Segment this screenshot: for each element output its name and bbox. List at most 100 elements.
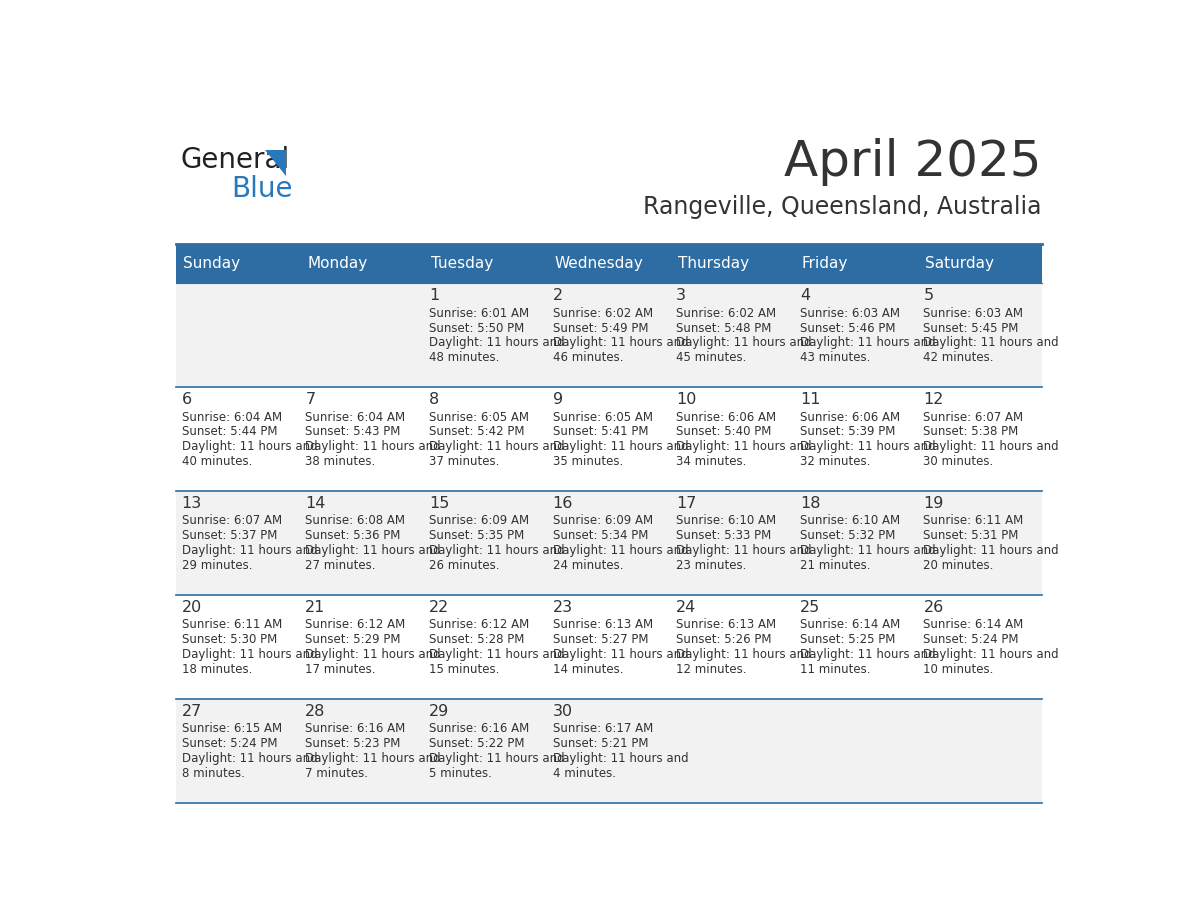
Text: Sunset: 5:40 PM: Sunset: 5:40 PM: [676, 425, 771, 439]
Text: 7: 7: [305, 392, 315, 408]
Bar: [423, 491, 546, 595]
Text: Sunrise: 6:10 AM: Sunrise: 6:10 AM: [676, 514, 776, 528]
Text: Daylight: 11 hours and: Daylight: 11 hours and: [552, 544, 688, 557]
Bar: [299, 284, 423, 387]
Text: 5 minutes.: 5 minutes.: [429, 767, 492, 779]
Text: General: General: [181, 145, 290, 174]
Text: Sunset: 5:24 PM: Sunset: 5:24 PM: [182, 737, 277, 750]
Text: Sunrise: 6:12 AM: Sunrise: 6:12 AM: [305, 619, 405, 632]
Text: Blue: Blue: [232, 175, 293, 203]
Text: Monday: Monday: [308, 256, 367, 272]
Bar: [918, 284, 1042, 387]
Text: Sunset: 5:46 PM: Sunset: 5:46 PM: [800, 321, 896, 334]
Text: 16: 16: [552, 496, 573, 511]
Text: Daylight: 11 hours and: Daylight: 11 hours and: [923, 441, 1059, 453]
Text: Daylight: 11 hours and: Daylight: 11 hours and: [923, 648, 1059, 661]
Text: 15: 15: [429, 496, 449, 511]
Bar: [546, 595, 671, 699]
Text: Sunset: 5:24 PM: Sunset: 5:24 PM: [923, 633, 1019, 646]
Text: 35 minutes.: 35 minutes.: [552, 455, 623, 468]
Text: 18: 18: [800, 496, 821, 511]
Text: Sunset: 5:39 PM: Sunset: 5:39 PM: [800, 425, 896, 439]
Text: Sunset: 5:23 PM: Sunset: 5:23 PM: [305, 737, 400, 750]
Text: Sunrise: 6:16 AM: Sunrise: 6:16 AM: [429, 722, 529, 735]
Text: Thursday: Thursday: [678, 256, 750, 272]
Bar: [299, 387, 423, 491]
Text: Daylight: 11 hours and: Daylight: 11 hours and: [305, 544, 441, 557]
Text: Daylight: 11 hours and: Daylight: 11 hours and: [429, 544, 564, 557]
Bar: [795, 284, 918, 387]
Text: 3: 3: [676, 288, 687, 303]
Text: 23 minutes.: 23 minutes.: [676, 559, 746, 572]
Text: 26: 26: [923, 600, 943, 615]
Text: Sunday: Sunday: [183, 256, 241, 272]
Bar: [671, 491, 795, 595]
Text: Sunset: 5:36 PM: Sunset: 5:36 PM: [305, 530, 400, 543]
Text: Sunrise: 6:04 AM: Sunrise: 6:04 AM: [305, 410, 405, 423]
Text: Daylight: 11 hours and: Daylight: 11 hours and: [676, 544, 811, 557]
Text: Sunset: 5:42 PM: Sunset: 5:42 PM: [429, 425, 524, 439]
Text: 6: 6: [182, 392, 191, 408]
Text: Sunrise: 6:12 AM: Sunrise: 6:12 AM: [429, 619, 529, 632]
Text: 24 minutes.: 24 minutes.: [552, 559, 623, 572]
Text: 46 minutes.: 46 minutes.: [552, 352, 623, 364]
Text: Daylight: 11 hours and: Daylight: 11 hours and: [676, 648, 811, 661]
Bar: [795, 491, 918, 595]
Text: Sunset: 5:45 PM: Sunset: 5:45 PM: [923, 321, 1019, 334]
Text: Daylight: 11 hours and: Daylight: 11 hours and: [676, 441, 811, 453]
Text: Sunset: 5:25 PM: Sunset: 5:25 PM: [800, 633, 896, 646]
Text: 9: 9: [552, 392, 563, 408]
Bar: [176, 699, 299, 803]
Text: Sunset: 5:50 PM: Sunset: 5:50 PM: [429, 321, 524, 334]
Text: Sunset: 5:21 PM: Sunset: 5:21 PM: [552, 737, 649, 750]
Bar: [795, 699, 918, 803]
Text: 15 minutes.: 15 minutes.: [429, 663, 499, 676]
Text: Sunrise: 6:06 AM: Sunrise: 6:06 AM: [800, 410, 901, 423]
Text: Sunset: 5:49 PM: Sunset: 5:49 PM: [552, 321, 649, 334]
Text: Sunrise: 6:08 AM: Sunrise: 6:08 AM: [305, 514, 405, 528]
Bar: [671, 284, 795, 387]
Text: 32 minutes.: 32 minutes.: [800, 455, 870, 468]
Text: Daylight: 11 hours and: Daylight: 11 hours and: [429, 648, 564, 661]
Text: Sunrise: 6:09 AM: Sunrise: 6:09 AM: [552, 514, 652, 528]
Text: 13: 13: [182, 496, 202, 511]
Text: 14 minutes.: 14 minutes.: [552, 663, 623, 676]
Text: Sunrise: 6:06 AM: Sunrise: 6:06 AM: [676, 410, 776, 423]
Text: 10: 10: [676, 392, 696, 408]
Text: Sunset: 5:48 PM: Sunset: 5:48 PM: [676, 321, 771, 334]
Text: 14: 14: [305, 496, 326, 511]
Text: Daylight: 11 hours and: Daylight: 11 hours and: [552, 336, 688, 350]
Bar: [671, 595, 795, 699]
Text: Daylight: 11 hours and: Daylight: 11 hours and: [305, 648, 441, 661]
Text: 20 minutes.: 20 minutes.: [923, 559, 994, 572]
Text: 20: 20: [182, 600, 202, 615]
Text: Daylight: 11 hours and: Daylight: 11 hours and: [552, 752, 688, 765]
Text: Daylight: 11 hours and: Daylight: 11 hours and: [182, 752, 317, 765]
Text: 40 minutes.: 40 minutes.: [182, 455, 252, 468]
Text: 26 minutes.: 26 minutes.: [429, 559, 499, 572]
Bar: [546, 284, 671, 387]
Text: Daylight: 11 hours and: Daylight: 11 hours and: [429, 336, 564, 350]
Text: 1: 1: [429, 288, 440, 303]
Bar: [299, 595, 423, 699]
Text: Sunrise: 6:03 AM: Sunrise: 6:03 AM: [800, 307, 899, 319]
Text: Sunset: 5:26 PM: Sunset: 5:26 PM: [676, 633, 772, 646]
Text: Daylight: 11 hours and: Daylight: 11 hours and: [923, 336, 1059, 350]
Text: Sunset: 5:34 PM: Sunset: 5:34 PM: [552, 530, 647, 543]
Bar: [671, 699, 795, 803]
Text: Sunrise: 6:05 AM: Sunrise: 6:05 AM: [552, 410, 652, 423]
Text: Sunset: 5:41 PM: Sunset: 5:41 PM: [552, 425, 649, 439]
Text: Tuesday: Tuesday: [431, 256, 493, 272]
Text: Sunset: 5:43 PM: Sunset: 5:43 PM: [305, 425, 400, 439]
Text: Sunrise: 6:07 AM: Sunrise: 6:07 AM: [923, 410, 1024, 423]
Text: 27: 27: [182, 704, 202, 719]
Text: 2: 2: [552, 288, 563, 303]
Text: 29: 29: [429, 704, 449, 719]
Text: Daylight: 11 hours and: Daylight: 11 hours and: [552, 648, 688, 661]
Text: 11: 11: [800, 392, 821, 408]
Bar: [423, 595, 546, 699]
Text: April 2025: April 2025: [784, 139, 1042, 186]
Text: Daylight: 11 hours and: Daylight: 11 hours and: [429, 441, 564, 453]
Text: Sunrise: 6:07 AM: Sunrise: 6:07 AM: [182, 514, 282, 528]
Text: Sunrise: 6:03 AM: Sunrise: 6:03 AM: [923, 307, 1024, 319]
